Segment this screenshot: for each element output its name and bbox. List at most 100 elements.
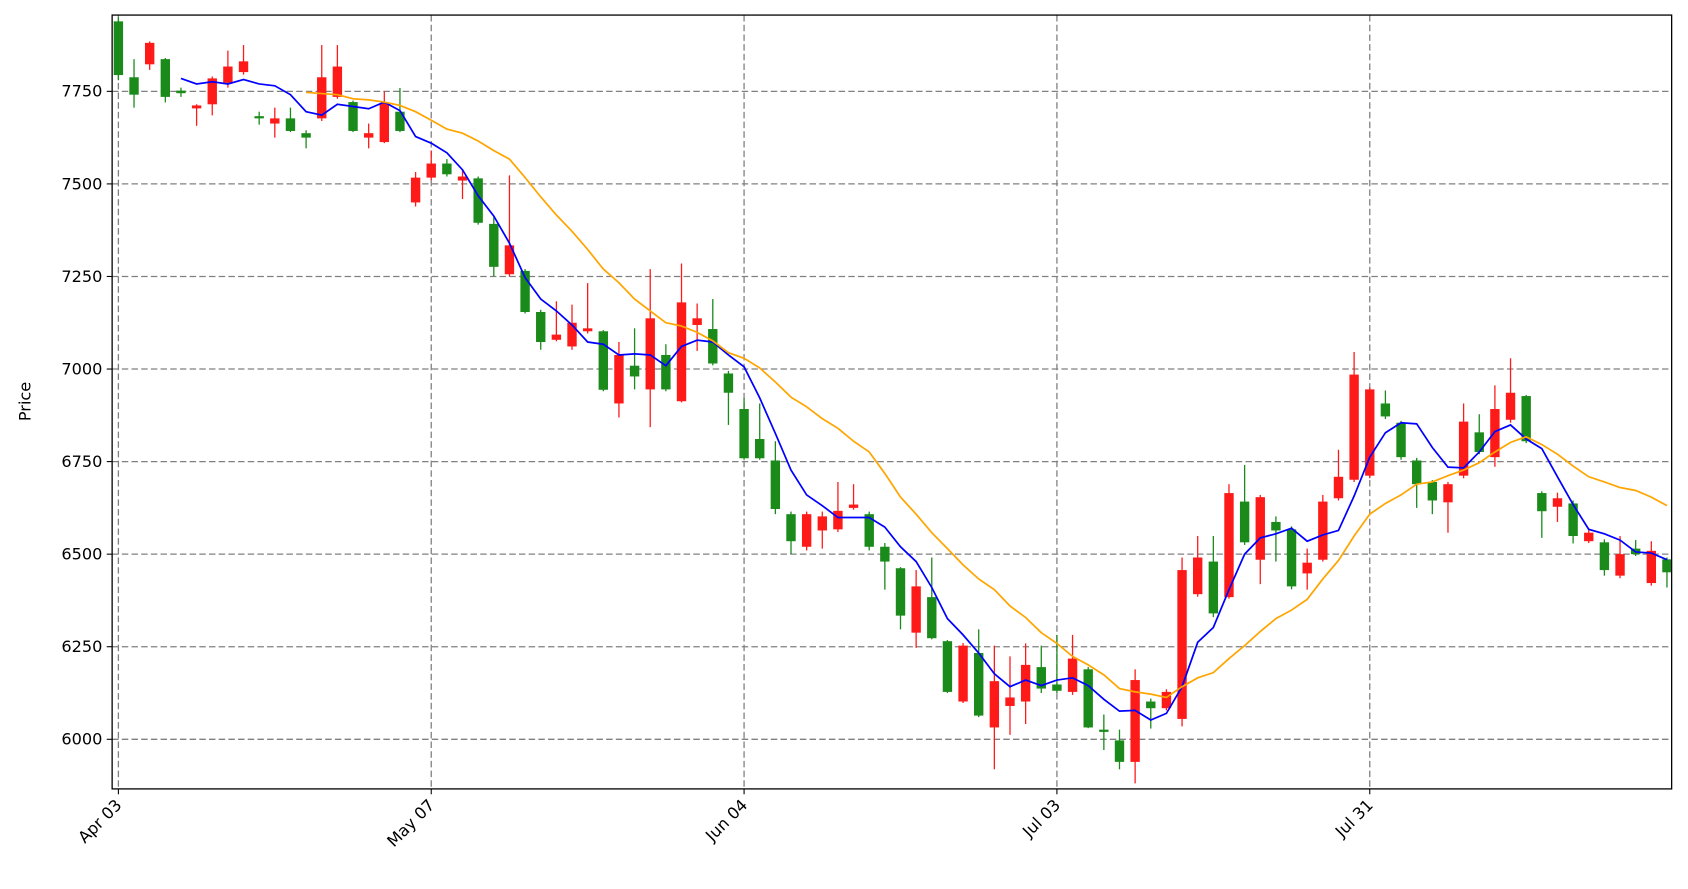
candle-body (614, 354, 624, 404)
candle-body (223, 66, 233, 83)
candle-body (457, 176, 468, 181)
candle-body (755, 439, 765, 459)
candle-body (395, 111, 405, 131)
y-tick-label: 6250 (61, 637, 102, 656)
candle-body (1130, 680, 1140, 762)
candle-body (1552, 498, 1563, 507)
candle-body (238, 61, 249, 73)
candle-body (1662, 559, 1672, 573)
candle-body (1114, 740, 1125, 762)
candle-body (974, 653, 984, 716)
candle-body (1599, 542, 1610, 571)
candle-body (144, 42, 155, 65)
candle-body (661, 354, 671, 390)
candle-body (191, 105, 202, 109)
candle-body (301, 133, 311, 138)
candle-body (817, 516, 827, 531)
candle-body (1177, 570, 1187, 719)
candle-body (1458, 421, 1469, 476)
candle-body (942, 641, 953, 692)
candle-body (692, 318, 702, 325)
x-tick-label: Jun 04 (701, 796, 751, 846)
candle-body (317, 77, 327, 119)
candle-body (770, 460, 781, 509)
candle-body (363, 133, 374, 138)
candle-body (739, 409, 749, 459)
candle-body (1286, 529, 1297, 587)
candle-body (645, 318, 655, 390)
candle-body (1067, 658, 1078, 692)
candle-body (1161, 691, 1172, 709)
y-tick-label: 7250 (61, 267, 102, 286)
candle-body (1208, 561, 1219, 614)
candle-body (1380, 403, 1391, 417)
y-tick-label: 6500 (61, 545, 102, 564)
x-tick-label: May 07 (383, 796, 438, 851)
y-tick-label: 6000 (61, 730, 102, 749)
candle-body (1224, 493, 1234, 598)
candle-body (129, 77, 139, 95)
candle-body (708, 329, 718, 364)
candle-body (567, 322, 577, 347)
candle-body (536, 312, 546, 343)
candle-body (1427, 481, 1438, 501)
moving-average-line (180, 77, 1668, 722)
candle-body (895, 568, 906, 616)
x-tick-label: Jul 31 (1331, 796, 1377, 842)
candle-body (582, 328, 593, 332)
candle-body (1365, 389, 1375, 476)
y-tick-label: 7500 (61, 174, 102, 193)
candle-body (598, 331, 608, 390)
candle-body (1302, 562, 1312, 574)
candle-body (1474, 432, 1484, 452)
candle-body (1020, 664, 1031, 702)
candle-body (1521, 396, 1531, 442)
candle-body (410, 177, 421, 203)
candle-body (1615, 554, 1625, 576)
candle-body (1052, 684, 1062, 691)
candle-body (1411, 460, 1422, 485)
candle-body (1036, 667, 1046, 689)
candle-body (927, 597, 937, 639)
candle-body (442, 163, 452, 175)
candle-body (285, 118, 296, 131)
candle-body (1099, 729, 1109, 732)
candle-body (504, 245, 515, 275)
candle-body (551, 334, 562, 340)
candle-body (1349, 374, 1359, 480)
candle-body (911, 586, 921, 633)
candle-body (1396, 422, 1406, 458)
candle-body (1568, 503, 1578, 537)
candle-body (254, 116, 264, 119)
y-tick-label: 7750 (61, 82, 102, 101)
y-tick-label: 6750 (61, 452, 102, 471)
candle-body (848, 504, 859, 508)
x-tick-label: Jul 03 (1018, 796, 1064, 842)
candle-body (958, 645, 968, 702)
candle-body (1239, 501, 1250, 543)
candle-body (379, 103, 390, 143)
candle-body (332, 66, 343, 97)
candle-body (1318, 501, 1328, 560)
candle-body (489, 223, 499, 267)
candle-body (1537, 493, 1547, 512)
moving-average-line (306, 91, 1668, 699)
candle-body (833, 510, 843, 530)
candle-body (786, 514, 796, 542)
candle-body (1646, 550, 1657, 584)
candle-body (113, 21, 124, 76)
candle-body (1271, 521, 1281, 531)
candle-body (1193, 557, 1203, 595)
candle-body (176, 90, 186, 94)
plot-frame (111, 14, 1673, 790)
candle-body (1333, 476, 1344, 499)
candle-body (989, 681, 1000, 728)
candle-body (629, 365, 640, 377)
candle-body (880, 546, 890, 562)
x-tick-label: Apr 03 (74, 796, 125, 847)
candle-body (207, 78, 217, 105)
candle-body (1255, 497, 1265, 560)
candle-body (1146, 701, 1156, 709)
